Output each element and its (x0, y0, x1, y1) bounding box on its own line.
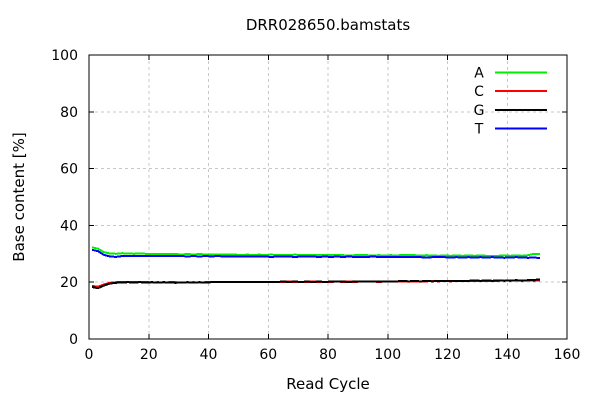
chart-title: DRR028650.bamstats (246, 16, 411, 34)
x-tick-label: 60 (259, 347, 277, 363)
legend-label-C: C (474, 84, 484, 100)
y-tick-label: 80 (60, 105, 78, 121)
legend-label-T: T (474, 122, 484, 138)
grid-layer (89, 54, 568, 339)
x-tick-label: 40 (200, 347, 218, 363)
legend-entry-C: C (474, 84, 547, 100)
y-axis-label: Base content [%] (10, 132, 28, 261)
legend-entry-A: A (474, 66, 547, 82)
y-tick-label: 60 (60, 162, 78, 178)
legend-label-A: A (474, 66, 484, 82)
x-tick-label: 20 (140, 347, 158, 363)
legend-label-G: G (474, 103, 485, 119)
y-tick-label: 100 (51, 48, 78, 64)
x-tick-label: 100 (374, 347, 401, 363)
x-axis-label: Read Cycle (286, 375, 369, 393)
y-tick-label: 40 (60, 218, 78, 234)
x-tick-label: 0 (85, 347, 94, 363)
x-tick-label: 140 (494, 347, 521, 363)
y-tick-label: 0 (69, 332, 78, 348)
x-tick-label: 120 (434, 347, 461, 363)
series-layer (91, 246, 541, 290)
tick-label-layer: 0 20 40 60 80 100 120 140 160 0 20 40 60 80 100 (51, 48, 580, 363)
legend-entry-G: G (474, 103, 547, 119)
y-tick-label: 20 (60, 275, 78, 291)
series-line-A (91, 246, 541, 258)
x-tick-label: 160 (554, 347, 581, 363)
series-line-G (91, 278, 541, 290)
x-tick-label: 80 (319, 347, 337, 363)
legend-entry-T: T (474, 122, 547, 138)
series-line-T (91, 248, 541, 260)
frame-layer (88, 54, 568, 340)
